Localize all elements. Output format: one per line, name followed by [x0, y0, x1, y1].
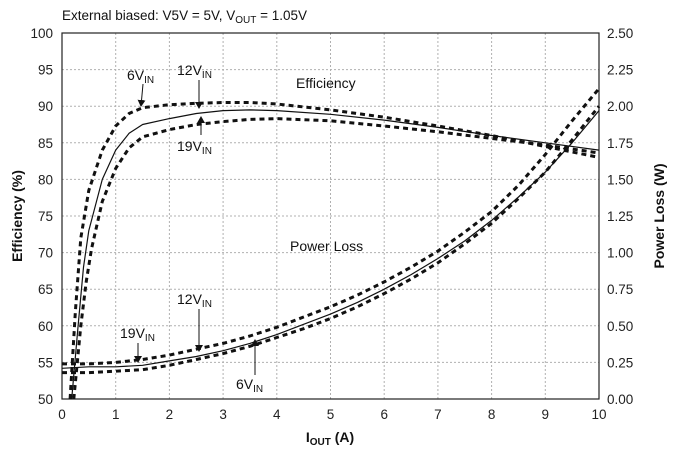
y-tick-label: 95	[38, 63, 53, 78]
y-tick-label: 85	[38, 136, 53, 151]
y-tick-label: 65	[38, 282, 53, 297]
y-tick-label: 70	[38, 246, 53, 261]
series-power-loss-6v	[62, 105, 601, 375]
y2-tick-label: 1.00	[607, 246, 633, 261]
series-efficiency-6v	[68, 101, 600, 400]
y-tick-label: 50	[38, 392, 53, 407]
arrow-eff-6vin	[137, 83, 146, 107]
y-tick-label: 55	[38, 355, 53, 370]
eff-19vin-label: 19VIN	[177, 138, 212, 157]
y2-tick-label: 2.50	[607, 26, 633, 41]
loss-6vin-label: 6VIN	[236, 376, 263, 395]
y-axis-ticks: 50 55 60 65 70 75 80 85 90 95 100	[30, 26, 53, 407]
series-power-loss-19v	[62, 87, 601, 366]
loss-12vin-label: 12VIN	[177, 291, 212, 310]
power-loss-label: Power Loss	[290, 238, 363, 254]
y2-tick-label: 2.00	[607, 99, 633, 114]
y2-axis-title: Power Loss (W)	[651, 163, 667, 268]
y2-tick-label: 0.25	[607, 355, 633, 370]
y-tick-label: 90	[38, 99, 53, 114]
y-tick-label: 75	[38, 209, 53, 224]
series-efficiency-12v	[71, 109, 600, 400]
eff-12vin-label: 12VIN	[177, 62, 212, 81]
y2-tick-label: 1.50	[607, 172, 633, 187]
x-axis-ticks: 0 1 2 3 4 5 6 7 8 9 10	[58, 407, 606, 422]
y2-axis-ticks: 0.00 0.25 0.50 0.75 1.00 1.25 1.50 1.75 2.00 2.25…	[607, 26, 633, 407]
y2-tick-label: 1.25	[607, 209, 633, 224]
efficiency-label: Efficiency	[296, 75, 356, 91]
y2-tick-label: 2.25	[607, 63, 633, 78]
x-tick-label: 1	[112, 407, 120, 422]
y-axis-title: Efficiency (%)	[9, 170, 25, 262]
x-tick-label: 8	[488, 407, 496, 422]
series-power-loss-12v	[61, 110, 600, 369]
x-tick-label: 9	[542, 407, 550, 422]
x-tick-label: 7	[434, 407, 442, 422]
x-tick-label: 10	[591, 407, 606, 422]
conditions-label: External biased: V5V = 5V, VOUT = 1.05V	[62, 8, 307, 26]
x-tick-label: 4	[273, 407, 281, 422]
y2-tick-label: 0.00	[607, 392, 633, 407]
y-tick-label: 100	[30, 26, 53, 41]
y-tick-label: 80	[38, 172, 53, 187]
plot-frame	[61, 32, 600, 400]
annotation-arrows	[134, 80, 259, 375]
y-tick-label: 60	[38, 319, 53, 334]
y2-tick-label: 0.50	[607, 319, 633, 334]
x-tick-label: 0	[58, 407, 66, 422]
x-tick-label: 2	[166, 407, 174, 422]
x-tick-label: 3	[219, 407, 227, 422]
loss-19vin-label: 19VIN	[120, 325, 155, 344]
y2-tick-label: 1.75	[607, 136, 633, 151]
x-axis-title: IOUT (A)	[306, 429, 354, 448]
x-tick-label: 5	[327, 407, 335, 422]
x-tick-label: 6	[380, 407, 388, 422]
y2-tick-label: 0.75	[607, 282, 633, 297]
series-lines	[61, 87, 601, 400]
eff-6vin-label: 6VIN	[127, 67, 154, 86]
